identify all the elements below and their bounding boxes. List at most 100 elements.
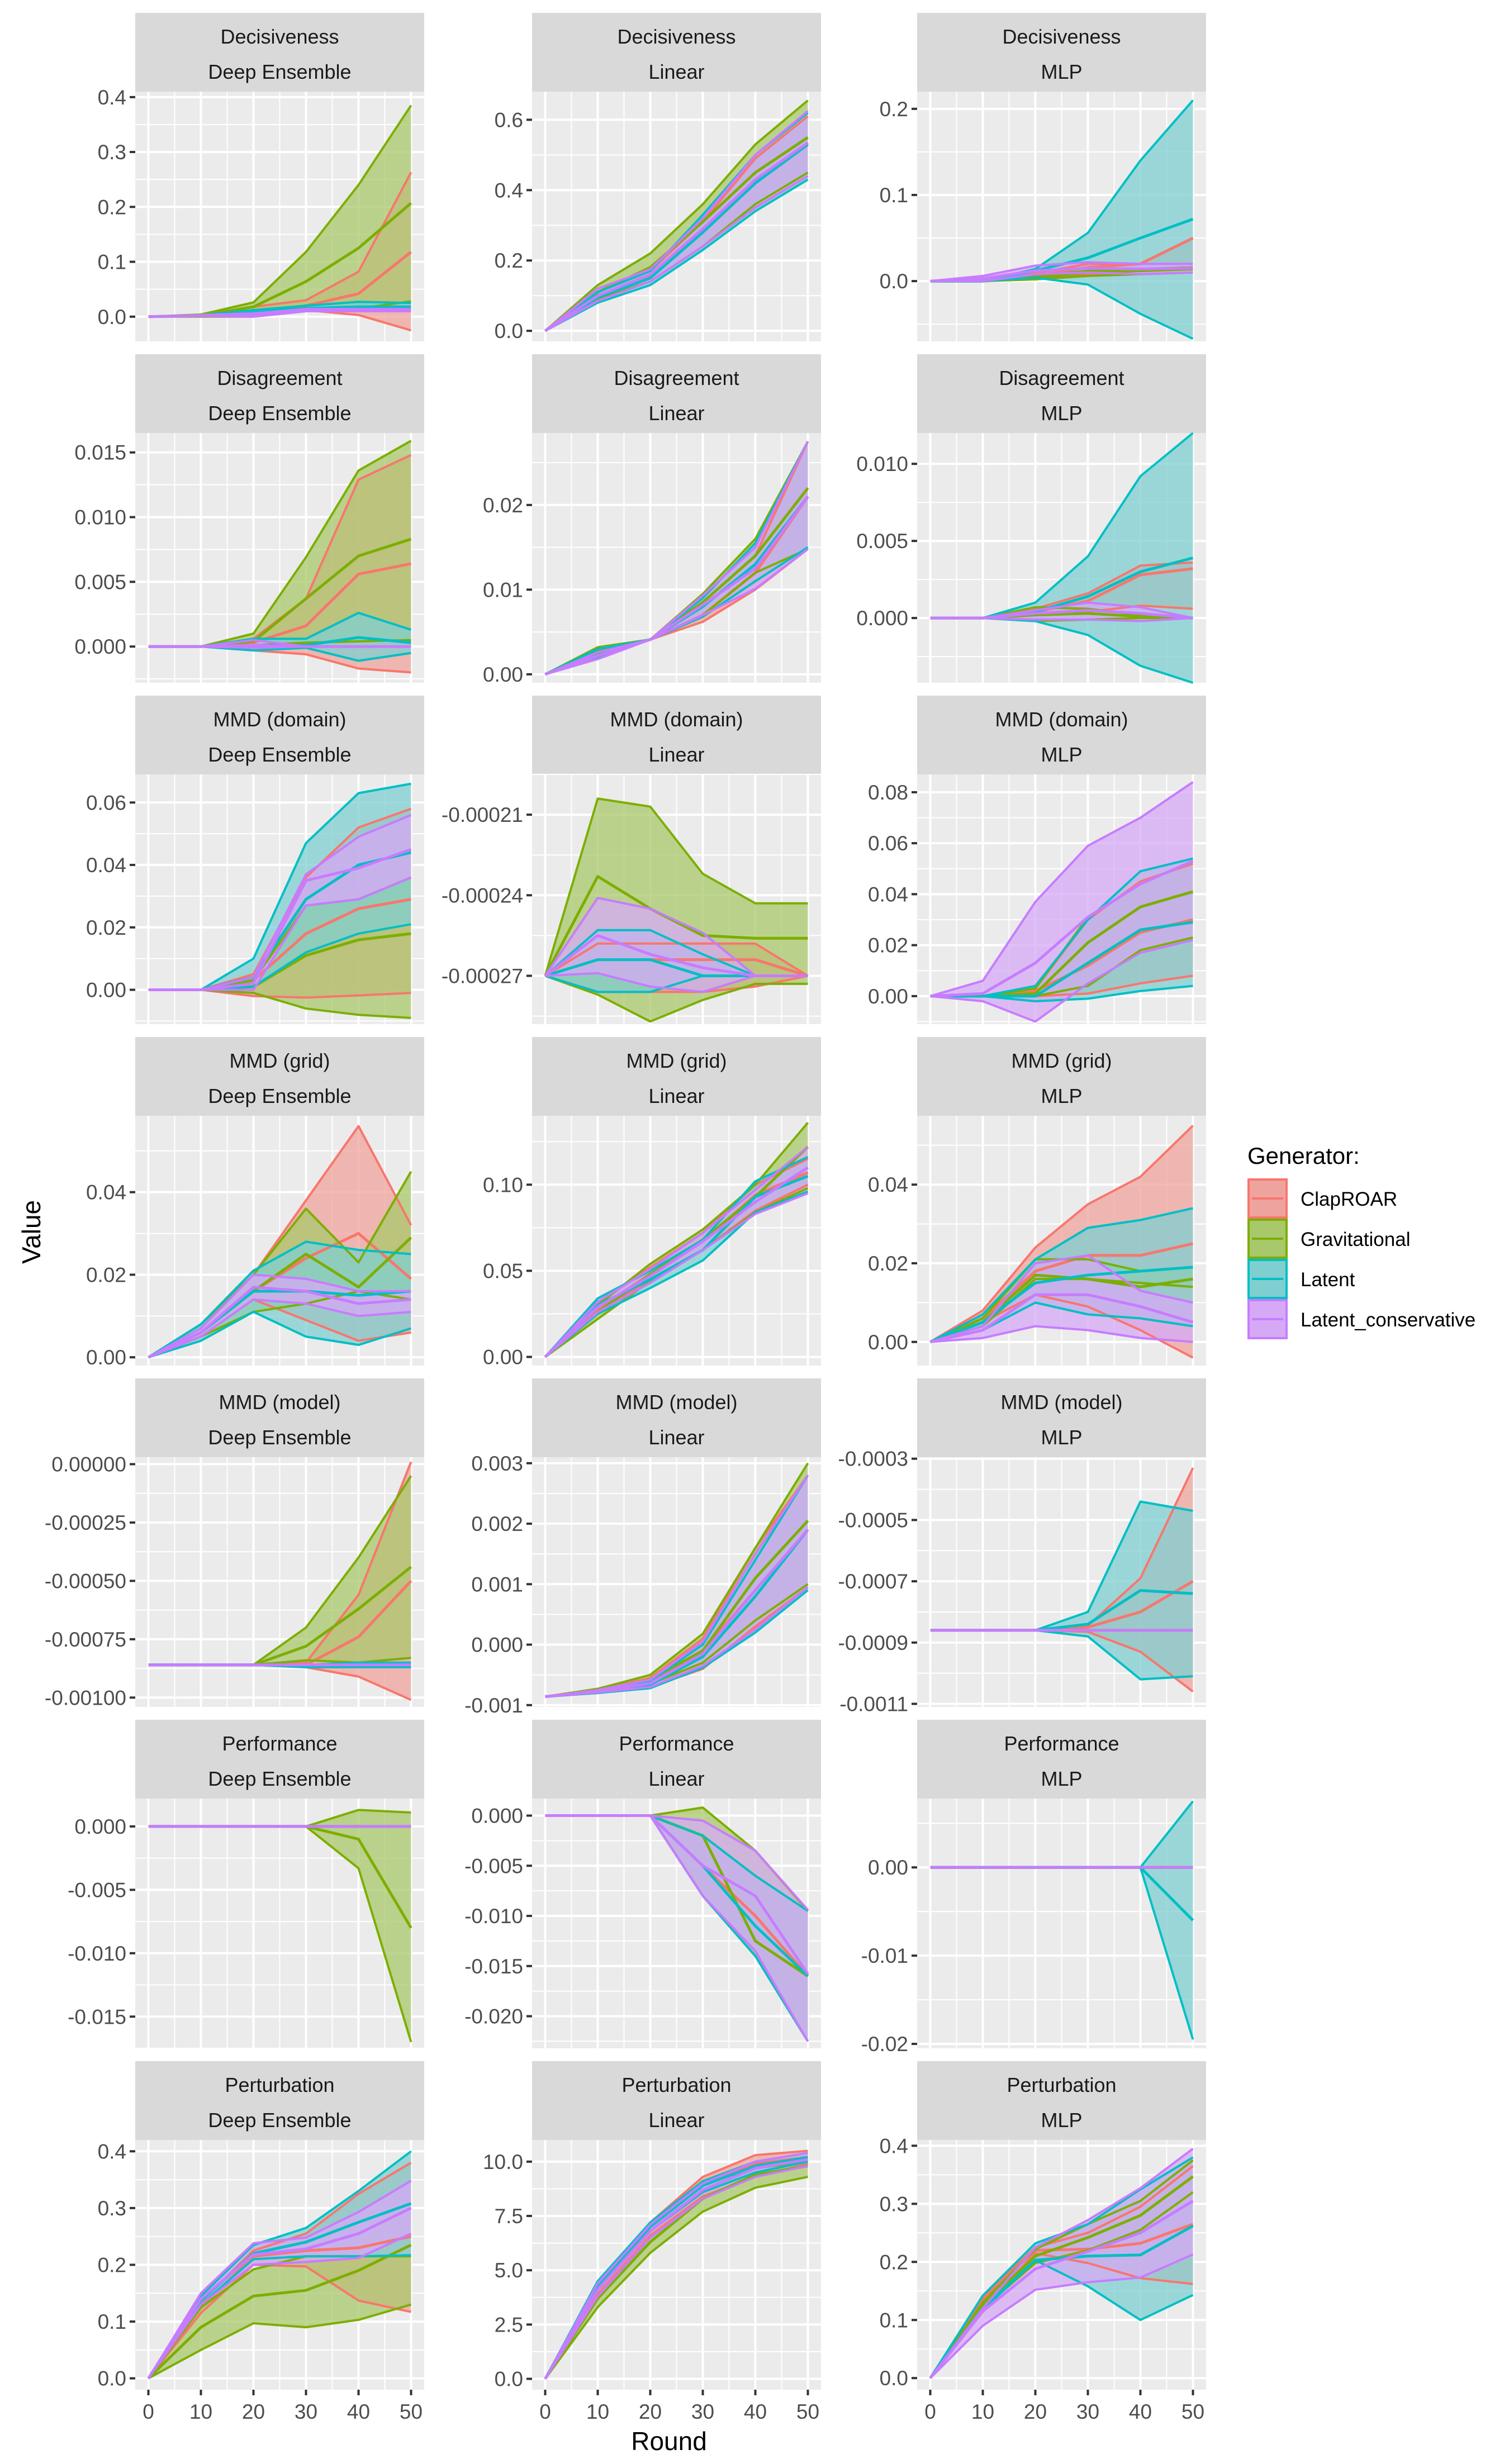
y-tick-label: -0.00100 xyxy=(45,1686,126,1709)
y-tick-label: 0.02 xyxy=(868,1252,908,1275)
line-mean-latent_conservative xyxy=(545,1529,809,1699)
line-lower-gravitational xyxy=(544,974,808,1023)
line-upper-claproar xyxy=(544,942,809,977)
strip-label-metric: Disagreement xyxy=(999,367,1124,389)
x-tick-label: 30 xyxy=(1076,2400,1099,2423)
y-tick-label: 0.0 xyxy=(98,306,126,329)
facet-panel: Disagreement Linear 0.00 0.01 0.02 xyxy=(483,354,821,686)
y-tick-label: -0.010 xyxy=(464,1905,523,1928)
y-tick-label: -0.00024 xyxy=(442,884,523,907)
facet-strip xyxy=(135,354,424,433)
x-tick-label: 50 xyxy=(1181,2400,1204,2423)
y-tick-label: 0.0 xyxy=(98,2367,126,2390)
strip-label-metric: MMD (domain) xyxy=(995,708,1128,731)
y-tick-label: -0.020 xyxy=(464,2005,523,2028)
x-tick-label: 10 xyxy=(971,2400,994,2423)
line-mean-gravitational xyxy=(544,875,808,977)
x-tick-label: 40 xyxy=(1129,2400,1152,2423)
line-mean-latent_conservative xyxy=(148,1286,411,1359)
ribbon-gravitational xyxy=(148,440,411,647)
facet-panel: Performance Linear 0.000 -0.005 -0.010 -0.015… xyxy=(464,1720,821,2048)
facet-strip xyxy=(532,1378,821,1457)
strip-label-model: MLP xyxy=(1041,1084,1082,1107)
facet-strip xyxy=(135,1378,424,1457)
y-tick-label: 0.02 xyxy=(86,1263,126,1286)
strip-label-model: MLP xyxy=(1041,402,1082,425)
strip-label-metric: Performance xyxy=(619,1732,734,1755)
strip-label-metric: Decisiveness xyxy=(220,25,339,48)
line-upper-gravitational xyxy=(544,99,809,332)
line-upper-latent_conservative xyxy=(544,110,809,332)
line-upper-latent_conservative xyxy=(929,1254,1193,1343)
line-upper-gravitational xyxy=(544,797,808,977)
y-tick-label: -0.015 xyxy=(464,1955,523,1978)
y-tick-label: 0.08 xyxy=(868,781,908,804)
y-tick-label: 0.04 xyxy=(868,883,908,906)
y-tick-label: 0.0 xyxy=(495,320,523,343)
line-upper-claproar xyxy=(929,1125,1194,1343)
ribbon-gravitational xyxy=(148,2256,411,2379)
y-tick-label: 0.4 xyxy=(98,86,126,109)
strip-label-metric: MMD (model) xyxy=(615,1391,737,1414)
facet-panel: Disagreement MLP 0.000 0.005 0.010 xyxy=(856,354,1206,684)
line-upper-latent_conservative xyxy=(148,1273,411,1358)
y-tick-label: -0.0005 xyxy=(838,1509,909,1531)
y-tick-label: 0.00 xyxy=(868,1331,908,1354)
strip-label-model: Deep Ensemble xyxy=(208,402,351,425)
y-tick-label: 0.1 xyxy=(98,251,126,274)
facet-strip xyxy=(135,1037,424,1116)
y-tick-label: 0.0 xyxy=(880,270,908,293)
ribbon-latent xyxy=(148,2151,411,2379)
legend-item: Latent_conservative xyxy=(1247,1299,1475,1339)
facet-strip xyxy=(532,696,821,774)
strip-label-metric: MMD (grid) xyxy=(627,1049,727,1072)
facet-panel: Performance MLP 0.00 -0.01 -0.02 xyxy=(861,1720,1206,2056)
line-upper-latent_conservative xyxy=(544,1145,809,1358)
line-mean-claproar xyxy=(929,2223,1194,2379)
line-lower-latent_conservative xyxy=(544,1192,809,1358)
y-tick-label: 0.2 xyxy=(880,2251,908,2273)
line-lower-latent_conservative xyxy=(930,939,1193,1023)
line-mean-gravitational xyxy=(147,2243,412,2380)
y-tick-label: -0.00027 xyxy=(442,964,523,987)
line-lower-latent_conservative xyxy=(544,2165,808,2380)
strip-label-model: MLP xyxy=(1041,743,1082,766)
strip-label-metric: Perturbation xyxy=(1007,2073,1116,2096)
line-mean-latent_conservative xyxy=(544,2158,808,2380)
x-tick-label: 50 xyxy=(796,2400,819,2423)
line-lower-latent xyxy=(148,1310,412,1359)
line-lower-latent_conservative xyxy=(147,2232,412,2379)
ribbon-latent_conservative xyxy=(545,1815,808,2042)
strip-label-metric: MMD (grid) xyxy=(1012,1049,1112,1072)
line-mean-latent_conservative xyxy=(930,267,1193,283)
ribbon-latent_conservative xyxy=(545,898,808,992)
strip-label-model: Linear xyxy=(648,402,704,425)
y-tick-label: 0.00 xyxy=(86,979,126,1002)
strip-label-metric: Disagreement xyxy=(217,367,342,389)
legend-label: Latent_conservative xyxy=(1301,1309,1475,1331)
y-tick-label: -0.010 xyxy=(68,1942,126,1965)
line-lower-latent_conservative xyxy=(930,1325,1193,1343)
ribbon-latent xyxy=(930,1501,1193,1680)
y-tick-label: -0.0007 xyxy=(838,1570,909,1593)
y-tick-label: 0.6 xyxy=(495,108,523,131)
line-upper-gravitational xyxy=(929,2159,1194,2379)
line-upper-latent_conservative xyxy=(930,261,1193,283)
y-tick-label: -0.02 xyxy=(861,2033,908,2056)
facet-panel: Perturbation Deep Ensemble 0.0 0.1 0.2 0.3 0.4… xyxy=(98,2061,424,2423)
strip-label-metric: Performance xyxy=(222,1732,337,1755)
y-tick-label: -0.01 xyxy=(861,1944,908,1967)
x-tick-label: 10 xyxy=(586,2400,609,2423)
strip-label-model: MLP xyxy=(1041,2109,1082,2132)
y-tick-label: 0.00 xyxy=(868,1856,908,1879)
line-lower-latent_conservative xyxy=(544,548,809,676)
facet-panel: Disagreement Deep Ensemble 0.000 0.005 0.010… xyxy=(74,354,424,683)
strip-label-model: Linear xyxy=(648,60,704,83)
y-tick-label: 0.010 xyxy=(856,453,908,475)
y-tick-label: 0.00 xyxy=(483,663,523,686)
y-tick-label: 0.005 xyxy=(856,530,908,553)
facet-strip xyxy=(917,354,1206,433)
y-tick-label: 0.0 xyxy=(495,2368,523,2391)
strip-label-model: MLP xyxy=(1041,1767,1082,1790)
x-tick-label: 30 xyxy=(691,2400,714,2423)
